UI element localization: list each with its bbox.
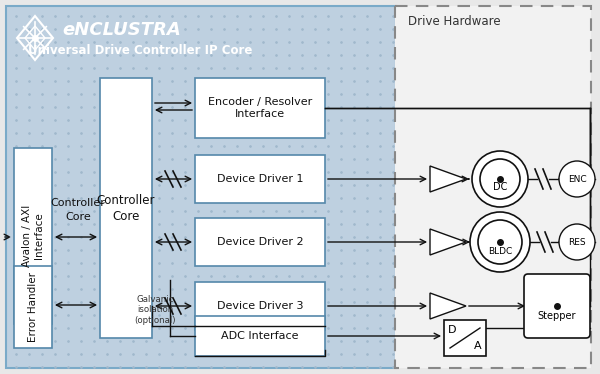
- FancyBboxPatch shape: [6, 6, 396, 368]
- Text: Device Driver 1: Device Driver 1: [217, 174, 303, 184]
- Circle shape: [478, 220, 522, 264]
- FancyBboxPatch shape: [195, 316, 325, 356]
- Text: Drive Hardware: Drive Hardware: [408, 15, 500, 28]
- Text: Error Handler: Error Handler: [28, 272, 38, 342]
- FancyBboxPatch shape: [195, 155, 325, 203]
- Polygon shape: [430, 166, 466, 192]
- Text: DC: DC: [493, 182, 507, 192]
- Text: Controller
Core: Controller Core: [97, 193, 155, 223]
- Text: RES: RES: [568, 237, 586, 246]
- Text: BLDC: BLDC: [488, 246, 512, 255]
- Circle shape: [559, 161, 595, 197]
- FancyBboxPatch shape: [395, 6, 591, 368]
- Circle shape: [480, 159, 520, 199]
- Text: Avalon / AXI
Interface: Avalon / AXI Interface: [22, 205, 44, 267]
- Text: Stepper: Stepper: [538, 311, 576, 321]
- Text: D: D: [448, 325, 456, 335]
- Text: ENC: ENC: [568, 175, 586, 184]
- FancyBboxPatch shape: [100, 78, 152, 338]
- FancyBboxPatch shape: [14, 266, 52, 348]
- Polygon shape: [430, 293, 466, 319]
- Text: ADC Interface: ADC Interface: [221, 331, 299, 341]
- Text: Device Driver 3: Device Driver 3: [217, 301, 303, 311]
- Circle shape: [470, 212, 530, 272]
- FancyBboxPatch shape: [195, 218, 325, 266]
- Text: A: A: [474, 341, 482, 351]
- Text: Encoder / Resolver
Interface: Encoder / Resolver Interface: [208, 97, 312, 119]
- Text: eNCLUSTRA: eNCLUSTRA: [62, 21, 181, 39]
- FancyBboxPatch shape: [195, 282, 325, 330]
- Circle shape: [559, 224, 595, 260]
- FancyBboxPatch shape: [444, 320, 486, 356]
- Text: Controller
Core: Controller Core: [50, 198, 106, 222]
- Polygon shape: [430, 229, 466, 255]
- FancyBboxPatch shape: [524, 274, 590, 338]
- Text: Universal Drive Controller IP Core: Universal Drive Controller IP Core: [28, 44, 253, 57]
- Text: Galvanic
isolation
(optional): Galvanic isolation (optional): [134, 295, 176, 325]
- FancyBboxPatch shape: [14, 148, 52, 324]
- Circle shape: [472, 151, 528, 207]
- Text: Device Driver 2: Device Driver 2: [217, 237, 304, 247]
- FancyBboxPatch shape: [195, 78, 325, 138]
